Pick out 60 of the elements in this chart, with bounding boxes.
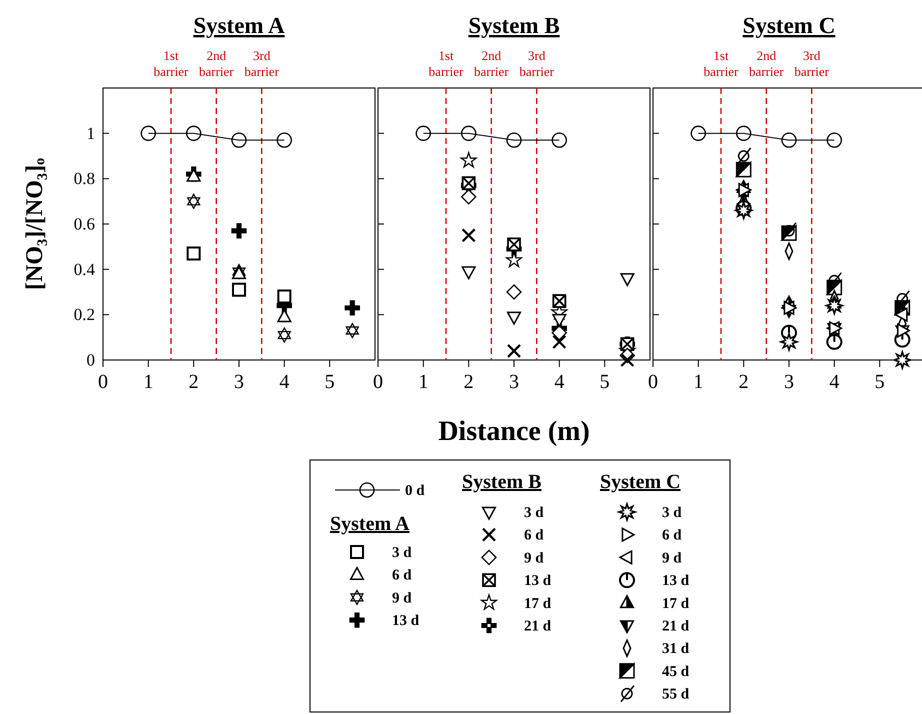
x-tick-label: 0 <box>648 371 658 393</box>
legend-label: 21 d <box>662 618 690 634</box>
x-tick-label: 2 <box>738 371 749 393</box>
legend-label: 6 d <box>392 568 412 584</box>
legend-title: System B <box>462 471 542 493</box>
x-tick-label: 4 <box>554 371 564 393</box>
x-tick-label: 3 <box>784 371 794 393</box>
legend-label: 9 d <box>392 590 412 606</box>
y-tick-label: 1 <box>86 124 95 143</box>
ref-line-label: 1st barrier <box>428 48 464 79</box>
y-tick-label: 0.8 <box>74 169 95 188</box>
legend-label: 17 d <box>662 596 690 612</box>
legend-label: 3 d <box>392 545 412 561</box>
x-tick-label: 5 <box>600 371 610 393</box>
chart-title: System A <box>193 13 286 38</box>
x-tick-label: 5 <box>324 371 335 393</box>
ref-line-label: 2nd barrier <box>199 48 234 79</box>
legend-label: 17 d <box>524 596 552 612</box>
ref-line-label: 3rd barrier <box>519 48 555 79</box>
chart-title: System C <box>742 13 836 38</box>
ref-line-label: 3rd barrier <box>794 48 830 79</box>
ref-line-label: 1st barrier <box>154 48 189 79</box>
x-tick-label: 2 <box>464 371 474 393</box>
x-tick-label: 5 <box>874 371 885 393</box>
ref-line-label: 1st barrier <box>704 48 739 79</box>
x-tick-label: 0 <box>373 371 383 393</box>
legend-label: 0 d <box>405 483 426 499</box>
x-tick-label: 3 <box>234 371 244 393</box>
legend-label: 3 d <box>662 505 682 521</box>
legend-label: 13 d <box>392 613 420 630</box>
ref-line-label: 3rd barrier <box>244 48 280 79</box>
legend-label: 21 d <box>524 618 552 634</box>
legend-title: System A <box>330 513 410 535</box>
x-tick-label: 4 <box>279 371 290 393</box>
legend-label: 55 d <box>662 686 690 703</box>
y-tick-label: 0.6 <box>74 214 95 234</box>
ref-line-label: 2nd barrier <box>474 48 510 79</box>
x-tick-label: 1 <box>143 371 154 393</box>
x-tick-label: 2 <box>188 371 199 393</box>
chart-title: System B <box>468 13 560 38</box>
legend-label: 6 d <box>524 528 544 544</box>
legend-label: 9 d <box>524 550 544 566</box>
y-tick-label: 0.2 <box>74 305 95 324</box>
ref-line-label: 2nd barrier <box>749 48 784 79</box>
legend-label: 9 d <box>662 550 682 566</box>
legend-label: 3 d <box>524 505 544 521</box>
x-axis-title: Distance (m) <box>438 416 590 447</box>
legend-label: 13 d <box>662 573 690 590</box>
y-axis-title: [NO₃]/[NO₃]ₒ <box>22 158 48 290</box>
x-tick-label: 1 <box>418 371 428 393</box>
legend-label: 45 d <box>662 664 690 680</box>
legend-label: 6 d <box>662 528 682 544</box>
legend-label: 13 d <box>524 573 552 590</box>
x-tick-label: 3 <box>509 371 519 393</box>
x-tick-label: 4 <box>829 371 840 393</box>
legend-title: System C <box>600 471 681 493</box>
y-tick-label: 0 <box>86 350 95 370</box>
x-tick-label: 1 <box>693 371 704 393</box>
y-tick-label: 0.4 <box>74 260 96 279</box>
legend-label: 31 d <box>662 641 690 658</box>
